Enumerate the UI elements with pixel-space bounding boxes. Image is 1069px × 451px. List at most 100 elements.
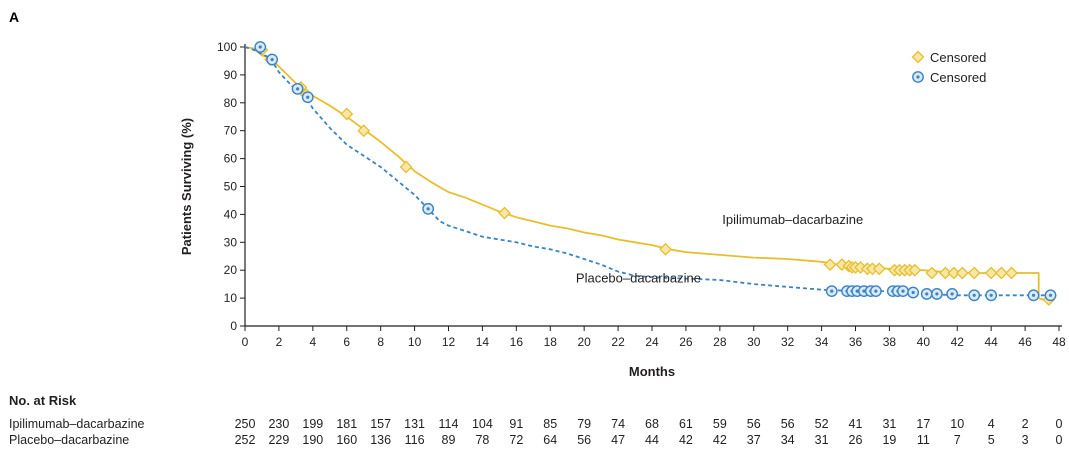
y-tick-label: 100 — [217, 40, 237, 54]
censored-marker — [266, 53, 279, 66]
risk-count: 131 — [404, 417, 425, 431]
circle-marker-dot — [258, 45, 262, 49]
circle-marker-dot — [901, 289, 905, 293]
censored-marker — [897, 285, 909, 298]
circle-marker-dot — [950, 292, 954, 296]
censored-marker — [399, 160, 413, 174]
risk-count: 136 — [370, 433, 391, 447]
risk-count: 4 — [988, 417, 995, 431]
circle-marker-dot — [972, 293, 976, 297]
risk-count: 47 — [611, 433, 625, 447]
risk-count: 31 — [815, 433, 829, 447]
risk-table-title: No. at Risk — [9, 393, 77, 408]
risk-count: 85 — [543, 417, 557, 431]
circle-marker-dot — [935, 292, 939, 296]
risk-count: 42 — [679, 433, 693, 447]
risk-count: 79 — [577, 417, 591, 431]
risk-count: 89 — [442, 433, 456, 447]
y-tick-label: 50 — [224, 180, 238, 194]
x-tick-label: 14 — [476, 335, 490, 349]
censored-marker — [984, 266, 998, 280]
x-tick-label: 20 — [577, 335, 591, 349]
y-tick-label: 90 — [224, 68, 238, 82]
x-tick-label: 24 — [645, 335, 659, 349]
y-tick-label: 40 — [224, 207, 238, 221]
circle-marker-dot — [830, 289, 834, 293]
circle-marker-dot — [874, 289, 878, 293]
risk-row-label: Placebo–dacarbazine — [9, 433, 129, 447]
risk-count: 17 — [916, 417, 930, 431]
censored-marker — [340, 107, 354, 121]
risk-count: 52 — [815, 417, 829, 431]
risk-count: 56 — [781, 417, 795, 431]
censored-marker — [1027, 289, 1040, 302]
censored-marker — [908, 263, 922, 277]
risk-count: 181 — [336, 417, 357, 431]
y-tick-label: 80 — [224, 96, 238, 110]
risk-count: 229 — [268, 433, 289, 447]
censored-marker — [357, 124, 371, 138]
censored-marker — [925, 266, 939, 280]
circle-marker-dot — [1048, 293, 1053, 297]
circle-marker-dot — [426, 207, 430, 211]
censored-marker — [872, 262, 886, 276]
risk-count: 3 — [1022, 433, 1029, 447]
x-tick-label: 18 — [544, 335, 558, 349]
legend-label: Censored — [930, 50, 986, 65]
risk-count: 59 — [713, 417, 727, 431]
x-tick-label: 12 — [442, 335, 456, 349]
risk-count: 34 — [781, 433, 795, 447]
risk-count: 72 — [509, 433, 523, 447]
risk-count: 160 — [336, 433, 357, 447]
circle-marker-dot — [1031, 293, 1036, 297]
circle-marker-dot — [925, 292, 929, 296]
censored-marker — [825, 285, 838, 298]
x-tick-label: 6 — [343, 335, 350, 349]
circle-marker-dot — [916, 75, 920, 79]
risk-count: 44 — [645, 433, 659, 447]
censored-marker — [869, 285, 882, 298]
risk-count: 0 — [1056, 417, 1063, 431]
risk-count: 10 — [950, 417, 964, 431]
censored-marker — [955, 266, 969, 280]
risk-count: 78 — [475, 433, 489, 447]
risk-count: 41 — [849, 417, 863, 431]
x-tick-label: 48 — [1052, 335, 1066, 349]
x-tick-label: 42 — [951, 335, 965, 349]
risk-count: 0 — [1056, 433, 1063, 447]
y-tick-label: 30 — [224, 235, 238, 249]
censored-marker — [659, 242, 672, 256]
risk-count: 2 — [1022, 417, 1029, 431]
circle-marker-dot — [989, 293, 993, 297]
x-tick-label: 38 — [883, 335, 897, 349]
x-tick-label: 46 — [1018, 335, 1032, 349]
risk-count: 19 — [882, 433, 896, 447]
y-tick-label: 0 — [230, 319, 237, 333]
circle-marker-dot — [911, 290, 915, 295]
censored-marker — [931, 288, 943, 300]
x-tick-label: 44 — [984, 335, 998, 349]
panel-label: A — [9, 9, 19, 25]
x-tick-label: 22 — [611, 335, 625, 349]
series-layer — [244, 41, 1057, 306]
risk-count: 56 — [577, 433, 591, 447]
series-label: Ipilimumab–dacarbazine — [722, 212, 863, 227]
legend-marker — [912, 71, 924, 83]
x-tick-label: 10 — [408, 335, 422, 349]
circle-marker-dot — [295, 87, 300, 91]
risk-count: 31 — [882, 417, 896, 431]
x-tick-label: 36 — [849, 335, 863, 349]
risk-count: 11 — [917, 433, 930, 447]
circle-marker-dot — [862, 289, 866, 293]
risk-count: 199 — [302, 417, 323, 431]
risk-count: 230 — [268, 417, 289, 431]
risk-count: 64 — [543, 433, 557, 447]
risk-count: 114 — [439, 417, 459, 431]
y-tick-label: 20 — [224, 263, 238, 277]
censored-marker — [1005, 266, 1018, 280]
risk-count: 56 — [747, 417, 761, 431]
x-tick-label: 40 — [917, 335, 931, 349]
